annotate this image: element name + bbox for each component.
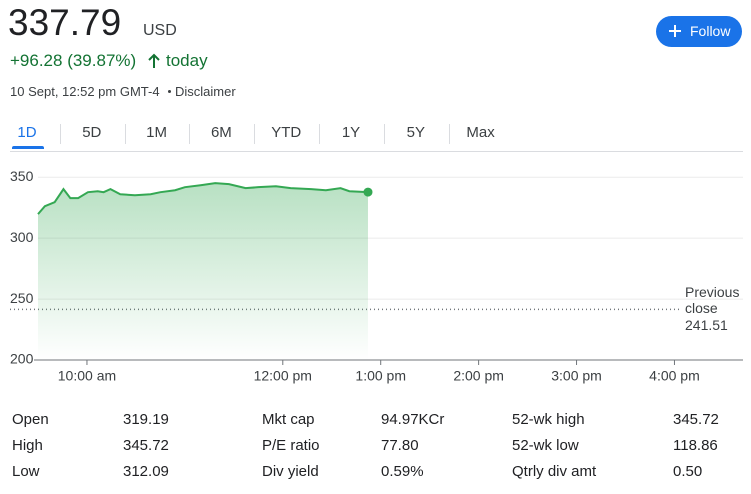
follow-label: Follow — [690, 23, 731, 39]
tab-separator — [383, 124, 385, 144]
plus-icon — [669, 25, 681, 37]
stat-label: High — [12, 437, 43, 454]
tab-separator — [59, 124, 61, 144]
separator-dot — [168, 90, 171, 93]
stat-label: Low — [12, 463, 40, 480]
up-arrow-icon — [148, 53, 160, 68]
x-tick-label: 12:00 pm — [254, 368, 312, 384]
x-tick-label: 4:00 pm — [649, 368, 700, 384]
stat-value: 94.97KCr — [381, 411, 445, 428]
previous-close-label: Previous close — [685, 284, 740, 317]
y-tick-label: 250 — [10, 290, 34, 306]
price-line — [37, 182, 369, 215]
stat-value: 312.09 — [123, 463, 169, 480]
stat-value: 118.86 — [673, 437, 718, 454]
disclaimer-link[interactable]: Disclaimer — [175, 84, 236, 99]
x-tick-label: 1:00 pm — [355, 368, 406, 384]
selected-tab-underline — [12, 146, 44, 149]
tab-separator — [254, 124, 256, 144]
stat-value: 0.50 — [673, 463, 703, 480]
tab-separator — [189, 124, 191, 144]
range-tab[interactable]: 1Y — [341, 124, 361, 141]
tab-separator — [448, 124, 450, 144]
x-tick-label: 2:00 pm — [453, 368, 504, 384]
tab-divider — [10, 151, 743, 152]
previous-close-value: 241.51 — [685, 317, 728, 334]
stat-value: 345.72 — [123, 437, 169, 454]
price-change: +96.28 (39.87%) — [10, 51, 137, 70]
x-tick-label: 10:00 am — [58, 368, 116, 384]
stat-label: Mkt cap — [262, 411, 315, 428]
stat-label: Div yield — [262, 463, 319, 480]
stat-label: Qtrly div amt — [512, 463, 597, 480]
stat-value: 77.80 — [381, 437, 419, 454]
x-tick-label: 3:00 pm — [551, 368, 602, 384]
tab-separator — [124, 124, 126, 144]
stat-label: Open — [12, 411, 49, 428]
stat-label: 52-wk low — [512, 437, 579, 454]
tab-separator — [319, 124, 320, 144]
follow-button[interactable]: Follow — [656, 16, 742, 47]
y-tick-label: 200 — [10, 351, 34, 367]
price: 337.79 — [8, 2, 122, 43]
area-fill — [38, 183, 368, 360]
stat-label: P/E ratio — [262, 437, 320, 454]
currency: USD — [143, 22, 177, 39]
stat-value: 345.72 — [673, 411, 719, 428]
range-tab[interactable]: 1M — [146, 124, 168, 141]
range-tab[interactable]: 1D — [17, 124, 37, 141]
range-tab[interactable]: 5Y — [406, 124, 425, 141]
range-tab[interactable]: 5D — [82, 124, 102, 141]
stat-value: 0.59% — [381, 463, 424, 480]
range-tab[interactable]: 6M — [210, 124, 232, 141]
y-tick-label: 300 — [10, 229, 34, 245]
change-period: today — [166, 51, 208, 70]
last-point — [363, 187, 373, 197]
range-tab[interactable]: Max — [466, 124, 495, 141]
y-tick-label: 350 — [10, 168, 34, 184]
timestamp: 10 Sept, 12:52 pm GMT-4 — [10, 84, 160, 99]
stat-value: 319.19 — [123, 411, 169, 428]
range-tab[interactable]: YTD — [271, 124, 302, 141]
stat-label: 52-wk high — [512, 411, 585, 428]
